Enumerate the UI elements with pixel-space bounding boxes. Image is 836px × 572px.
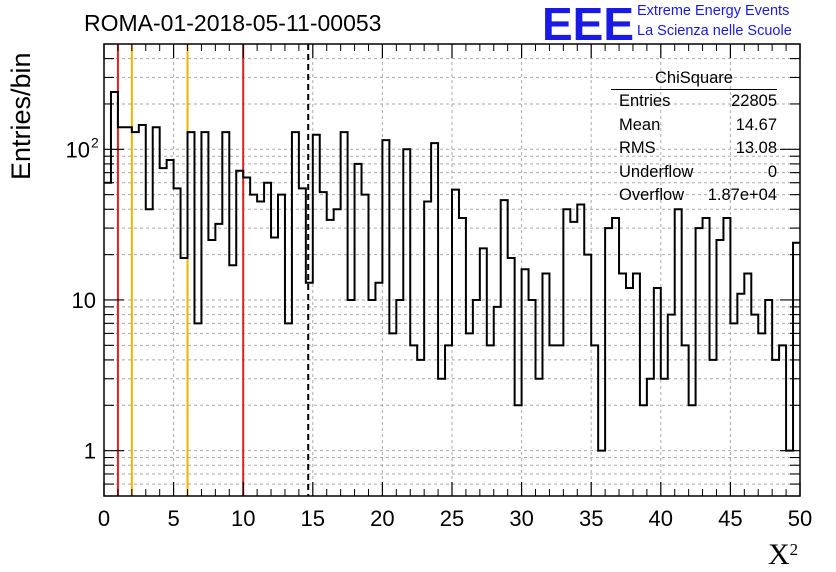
x-tick-label: 20 [370, 506, 394, 531]
y-tick-exponent: 2 [91, 134, 99, 150]
y-axis-label: Entries/bin [6, 52, 36, 180]
x-tick-label: 35 [579, 506, 603, 531]
eee-logo: EEE [542, 2, 634, 46]
y-tick-label: 1 [84, 439, 96, 464]
x-tick-label: 5 [167, 506, 179, 531]
stats-row-entries: Entries 22805 [619, 92, 777, 110]
stats-box: ChiSquare Entries 22805 Mean 14.67 RMS 13.0… [611, 67, 777, 208]
stats-row-rms: RMS 13.08 [619, 139, 777, 157]
y-tick-label: 10 [72, 288, 96, 313]
stats-row-overflow: Overflow 1.87e+04 [619, 186, 777, 204]
brand-line-2: La Scienza nelle Scuole [637, 23, 792, 39]
histogram-outline [104, 91, 800, 452]
y-tick-label: 10 [66, 137, 90, 162]
plot-title: ROMA-01-2018-05-11-00053 [84, 10, 382, 36]
x-tick-label: 25 [440, 506, 464, 531]
cut-lines [116, 44, 310, 496]
x-tick-label: 15 [301, 506, 325, 531]
brand-line-1: Extreme Energy Events [637, 3, 790, 19]
x-tick-label: 10 [231, 506, 255, 531]
x-tick-label: 45 [718, 506, 742, 531]
axis-ticks [103, 43, 801, 497]
stats-box-title: ChiSquare [611, 67, 777, 90]
x-tick-label: 30 [509, 506, 533, 531]
x-tick-label: 40 [649, 506, 673, 531]
x-tick-label: 0 [98, 506, 110, 531]
x-tick-label: 50 [788, 506, 812, 531]
x-axis-label: Χ2 [768, 538, 799, 571]
svg-text:EEE: EEE [542, 2, 634, 46]
stats-row-mean: Mean 14.67 [619, 115, 777, 134]
stats-row-underflow: Underflow 0 [619, 162, 777, 181]
